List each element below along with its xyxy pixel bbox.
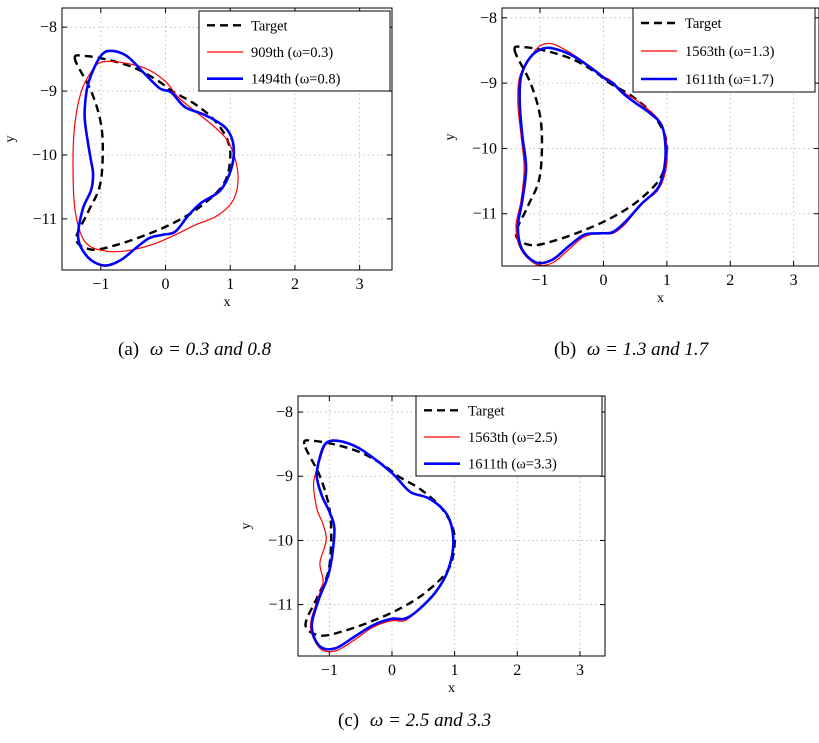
ylabel-a: y — [3, 136, 18, 143]
series-a-2 — [76, 49, 236, 267]
caption-a-math: ω = 0.3 and 0.8 — [150, 339, 272, 360]
series-c-2 — [310, 439, 455, 651]
legend-label-b-1: 1563th (ω=1.3) — [685, 44, 775, 60]
xtick-label-b-2: 1 — [663, 272, 671, 289]
xlabel-c: x — [448, 681, 455, 696]
ytick-label-c-0: −8 — [276, 404, 293, 421]
legend-a: Target 909th (ω=0.3) 1494th (ω=0.8) — [198, 10, 391, 92]
legend-label-c-1: 1563th (ω=2.5) — [468, 430, 558, 446]
ytick-label-b-0: −8 — [480, 10, 497, 27]
xtick-label-b-3: 2 — [726, 272, 734, 289]
xtick-label-b-4: 3 — [790, 272, 798, 289]
caption-c-label: (c) — [338, 710, 359, 731]
ytick-label-c-2: −10 — [268, 532, 293, 549]
ytick-label-b-3: −11 — [473, 206, 497, 223]
caption-b: (b) ω = 1.3 and 1.7 — [554, 339, 710, 360]
axes-box-a — [61, 7, 393, 271]
caption-a-label: (a) — [118, 339, 139, 360]
xlabel-b: x — [657, 291, 664, 306]
series-a-1 — [72, 60, 239, 253]
legend-c: Target 1563th (ω=2.5) 1611th (ω=3.3) — [415, 395, 603, 477]
xtick-label-a-2: 1 — [226, 276, 234, 293]
ylabel-b: y — [443, 134, 458, 141]
caption-a: (a) ω = 0.3 and 0.8 — [118, 339, 272, 360]
caption-b-math: ω = 1.3 and 1.7 — [587, 339, 710, 360]
xlabel-a: x — [224, 295, 231, 310]
ytick-label-a-0: −8 — [40, 19, 57, 36]
series-a-0 — [73, 54, 232, 251]
xtick-label-c-0: −1 — [321, 662, 338, 679]
legend-label-a-1: 909th (ω=0.3) — [251, 45, 333, 61]
caption-c-math: ω = 2.5 and 3.3 — [370, 710, 491, 731]
ylabel-c: y — [239, 523, 254, 530]
caption-c: (c) ω = 2.5 and 3.3 — [338, 710, 491, 731]
ytick-label-c-1: −9 — [276, 468, 293, 485]
ytick-label-a-2: −10 — [32, 147, 57, 164]
xtick-label-c-3: 2 — [513, 662, 521, 679]
xtick-label-a-4: 3 — [356, 276, 364, 293]
legend-label-b-2: 1611th (ω=1.7) — [685, 72, 774, 88]
xtick-label-a-0: −1 — [92, 276, 109, 293]
ytick-label-a-3: −11 — [33, 211, 57, 228]
legend-label-b-0: Target — [685, 16, 722, 32]
ytick-label-b-2: −10 — [472, 140, 497, 157]
xtick-label-b-1: 0 — [599, 272, 607, 289]
xtick-label-c-4: 3 — [576, 662, 584, 679]
ytick-label-b-1: −9 — [480, 75, 497, 92]
xtick-label-c-1: 0 — [388, 662, 396, 679]
legend-b: Target 1563th (ω=1.3) 1611th (ω=1.7) — [632, 7, 816, 93]
xtick-label-c-2: 1 — [451, 662, 459, 679]
ytick-label-a-1: −9 — [40, 83, 57, 100]
legend-label-c-0: Target — [468, 403, 505, 419]
legend-label-c-2: 1611th (ω=3.3) — [468, 457, 557, 473]
caption-b-label: (b) — [554, 339, 576, 360]
legend-label-a-2: 1494th (ω=0.8) — [251, 72, 341, 88]
series-b-2 — [516, 46, 667, 265]
legend-label-a-0: Target — [251, 18, 288, 34]
xtick-label-a-1: 0 — [162, 276, 170, 293]
xtick-label-b-0: −1 — [532, 272, 549, 289]
ytick-label-c-3: −11 — [269, 597, 293, 614]
xtick-label-a-3: 2 — [291, 276, 299, 293]
